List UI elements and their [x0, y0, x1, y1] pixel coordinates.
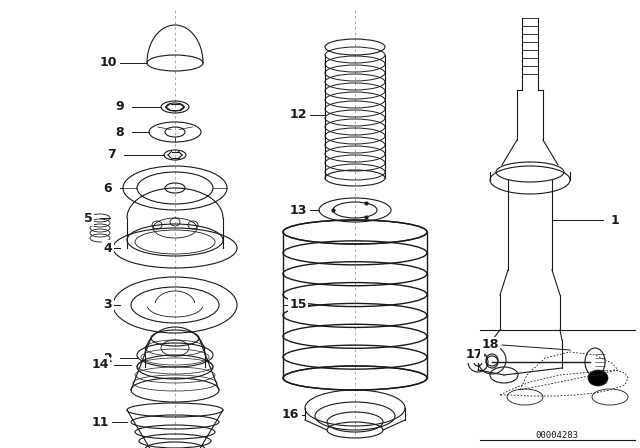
Text: 7: 7 [108, 148, 116, 161]
Text: 4: 4 [104, 241, 113, 254]
Text: 13: 13 [289, 203, 307, 216]
Text: 5: 5 [84, 211, 92, 224]
Text: 11: 11 [92, 415, 109, 428]
Text: 3: 3 [104, 298, 112, 311]
Text: 15: 15 [289, 298, 307, 311]
Text: 12: 12 [289, 108, 307, 121]
Text: 00004283: 00004283 [536, 431, 579, 439]
Text: 18: 18 [481, 339, 499, 352]
Text: 8: 8 [116, 125, 124, 138]
Ellipse shape [588, 370, 608, 386]
Text: 14: 14 [92, 358, 109, 371]
Text: 9: 9 [116, 100, 124, 113]
Text: 16: 16 [282, 409, 299, 422]
Text: 2: 2 [104, 352, 113, 365]
Text: 6: 6 [104, 181, 112, 194]
Text: 1: 1 [611, 214, 620, 227]
Text: 17: 17 [465, 349, 483, 362]
Text: 10: 10 [99, 56, 116, 69]
